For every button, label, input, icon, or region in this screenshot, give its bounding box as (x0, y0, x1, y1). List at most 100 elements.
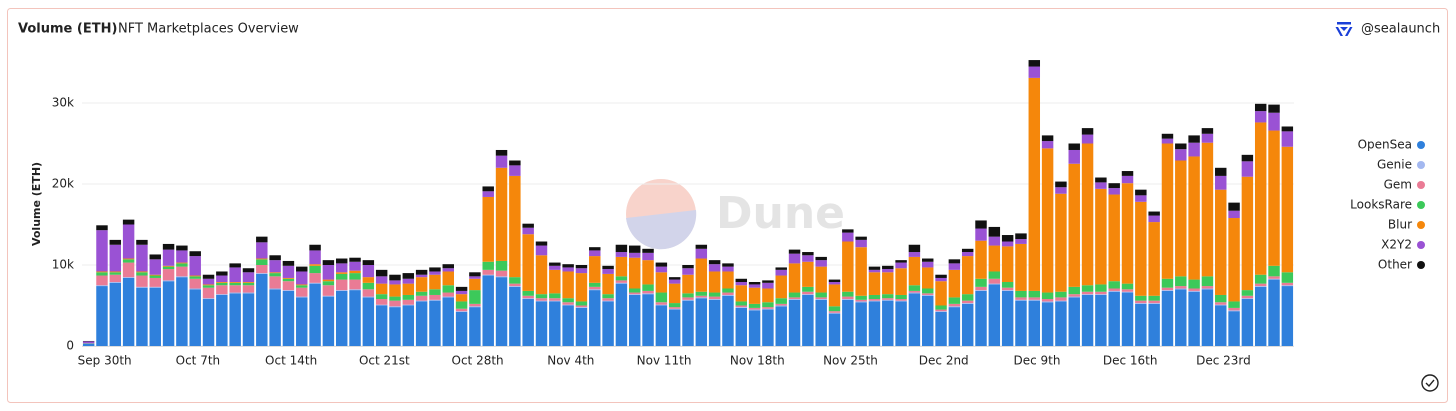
bar-segment (1148, 303, 1160, 346)
bar-segment (895, 300, 907, 302)
bar-segment (322, 285, 335, 296)
bar-segment (1241, 290, 1254, 296)
bar-segment (296, 271, 308, 285)
bar-segment (415, 301, 428, 346)
bar-segment (1055, 187, 1067, 194)
bar-segment (682, 299, 694, 301)
bar-segment (815, 299, 827, 300)
bar-segment (535, 300, 548, 302)
bar-segment (922, 294, 934, 296)
bar-segment (1108, 281, 1120, 289)
bar-segment (229, 285, 241, 293)
bar-segment (1081, 291, 1094, 295)
bar-segment (935, 311, 947, 346)
bar-segment (296, 297, 308, 346)
bar-segment (202, 298, 215, 300)
bar-segment (1121, 175, 1134, 184)
bar-segment (868, 269, 881, 273)
bar-segment (162, 269, 175, 281)
bar-segment (455, 290, 468, 295)
bar-segment (628, 245, 641, 253)
bar-segment (469, 307, 481, 346)
bar-segment (562, 305, 574, 346)
bar-segment (882, 265, 894, 270)
bar-segment (216, 294, 228, 346)
bar-segment (402, 283, 415, 295)
legend-label: Gem (1384, 178, 1412, 192)
check-icon[interactable] (1421, 374, 1439, 392)
bar-segment (668, 308, 681, 310)
bar-segment (1081, 128, 1094, 135)
bar-segment (775, 298, 787, 304)
bar-segment (1188, 156, 1200, 280)
bar-segment (495, 149, 508, 156)
bar-segment (828, 282, 841, 285)
bar-segment (375, 294, 388, 300)
bar-segment (402, 278, 415, 284)
bar-segment (668, 309, 681, 346)
bar-segment (788, 263, 801, 293)
bar-segment (216, 282, 228, 286)
bar-segment (402, 273, 415, 279)
bar-segment (1228, 210, 1240, 219)
bar-segment (762, 302, 774, 308)
bar-segment (589, 286, 601, 290)
bar-segment (642, 284, 654, 291)
bar-segment (282, 265, 295, 278)
bar-segment (655, 266, 668, 273)
bar-segment (455, 308, 468, 312)
bar-segment (828, 284, 841, 307)
bar-segment (122, 277, 135, 278)
bar-segment (1148, 215, 1160, 223)
bar-segment (1135, 195, 1147, 202)
bar-segment (1281, 286, 1294, 346)
bar-segment (682, 265, 694, 269)
bar-segment (668, 277, 681, 280)
bar-segment (176, 276, 188, 278)
bar-segment (162, 243, 175, 250)
bar-segment (216, 285, 228, 295)
bar-segment (335, 273, 348, 280)
bar-segment (482, 196, 494, 262)
bar-segment (708, 271, 721, 293)
bar-segment (602, 265, 614, 270)
bar-segment (1055, 181, 1067, 188)
bar-segment (96, 225, 108, 231)
bar-segment (1068, 163, 1080, 287)
bar-segment (748, 287, 761, 304)
bar-segment (375, 299, 388, 305)
bar-segment (589, 247, 601, 251)
bar-segment (136, 275, 148, 287)
bar-segment (708, 296, 721, 300)
bar-segment (189, 289, 201, 346)
bar-segment (988, 236, 1001, 246)
bar-segment (269, 276, 281, 289)
bar-segment (1095, 188, 1107, 285)
bar-segment (229, 292, 241, 294)
bar-segment (602, 294, 614, 299)
bar-segment (842, 232, 854, 242)
bar-segment (349, 257, 361, 262)
bar-segment (1268, 130, 1280, 266)
bar-segment (415, 277, 428, 292)
bar-segment (1028, 290, 1041, 298)
bar-segment (1108, 291, 1120, 346)
bar-segment (802, 255, 814, 262)
bar-segment (788, 297, 801, 300)
bar-segment (309, 244, 321, 251)
bar-segment (335, 279, 348, 291)
bar-segment (335, 290, 348, 346)
bar-segment (908, 256, 921, 286)
bar-segment (695, 291, 708, 296)
bar-segment (1188, 142, 1200, 157)
bar-segment (655, 292, 668, 303)
bar-segment (495, 155, 508, 168)
bar-segment (375, 305, 388, 346)
bar-segment (1081, 285, 1094, 292)
bar-segment (961, 294, 974, 301)
bar-segment (469, 272, 481, 277)
bar-segment (216, 294, 228, 295)
bar-segment (975, 286, 987, 291)
bar-segment (802, 261, 814, 287)
bar-segment (722, 292, 734, 295)
